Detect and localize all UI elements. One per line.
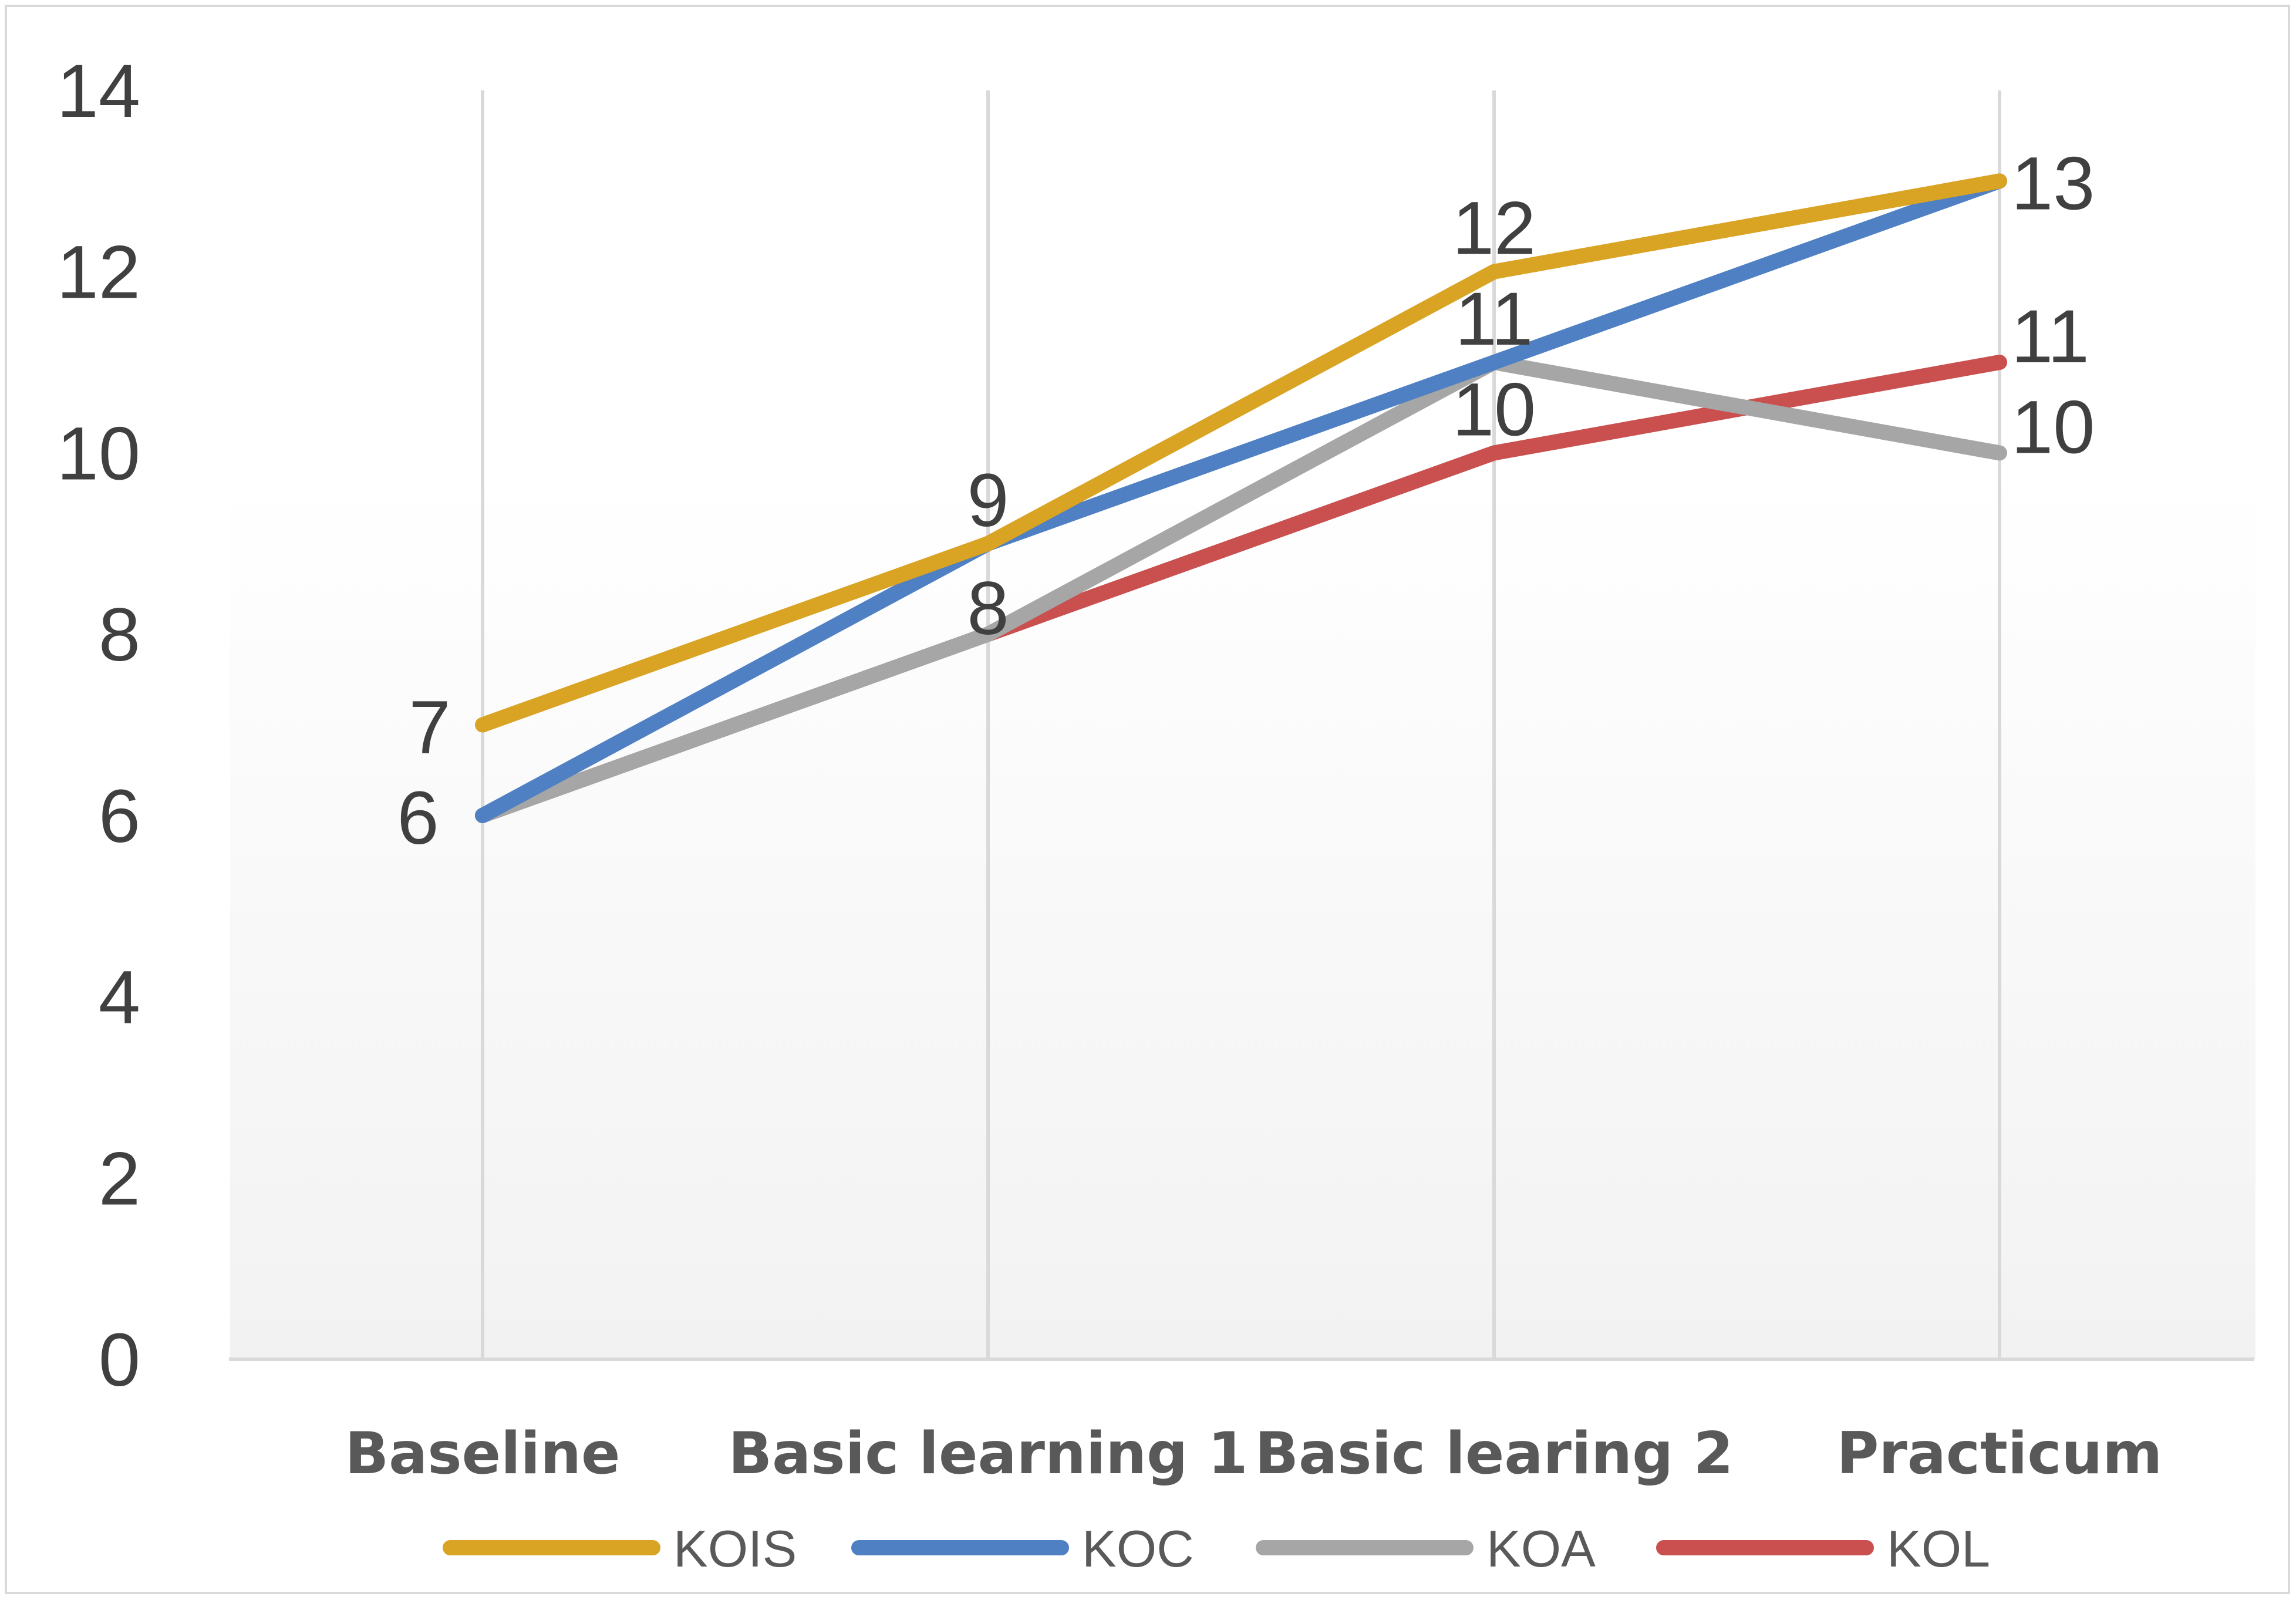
data-label: 10 xyxy=(2011,385,2095,469)
series-lines xyxy=(475,173,2007,823)
data-label: 10 xyxy=(1452,368,1536,452)
y-tick-label: 8 xyxy=(99,593,140,677)
legend-label: KOL xyxy=(1887,1520,1990,1578)
series-line-kois xyxy=(475,173,2007,733)
data-label: 8 xyxy=(967,567,1009,651)
legend-item-kol: KOL xyxy=(1656,1520,1990,1578)
x-tick-label: Practicum xyxy=(1837,1420,2163,1487)
legend-label: KOIS xyxy=(673,1520,797,1578)
y-axis-tick-labels: 0 2 4 6 8 10 12 14 xyxy=(57,49,140,1402)
y-tick-label: 0 xyxy=(99,1318,140,1402)
legend: KOIS KOC KOA KOL xyxy=(443,1520,1990,1578)
legend-item-koc: KOC xyxy=(851,1520,1194,1578)
data-label: 11 xyxy=(1455,277,1533,361)
series-line-koc xyxy=(475,173,2007,823)
y-tick-label: 10 xyxy=(57,412,140,496)
y-tick-label: 2 xyxy=(99,1137,140,1221)
data-label: 13 xyxy=(2011,142,2095,225)
chart-frame: 0 2 4 6 8 10 12 14 Baseline Basic learning 1 Basi… xyxy=(5,5,2290,1594)
x-axis-tick-labels: Baseline Basic learning 1 Basic learing 2 P… xyxy=(345,1420,2162,1487)
legend-item-koa: KOA xyxy=(1256,1520,1596,1578)
y-tick-label: 12 xyxy=(57,231,140,315)
data-label: 9 xyxy=(967,459,1009,543)
plot-area xyxy=(230,477,2255,1359)
series-line-koa xyxy=(475,355,2007,823)
y-tick-label: 6 xyxy=(99,774,140,858)
x-tick-label: Basic learing 2 xyxy=(1255,1420,1733,1487)
legend-item-kois: KOIS xyxy=(443,1520,797,1578)
x-tick-label: Basic learning 1 xyxy=(728,1420,1248,1487)
data-label: 6 xyxy=(397,776,439,860)
x-tick-label: Baseline xyxy=(345,1420,620,1487)
legend-label: KOC xyxy=(1082,1520,1194,1578)
line-chart: 0 2 4 6 8 10 12 14 Baseline Basic learning 1 Basi… xyxy=(57,49,2255,1578)
data-label: 11 xyxy=(2011,295,2089,379)
y-tick-label: 4 xyxy=(99,956,140,1040)
legend-label: KOA xyxy=(1486,1520,1596,1578)
data-label: 7 xyxy=(409,686,450,770)
y-tick-label: 14 xyxy=(57,49,140,133)
data-label: 12 xyxy=(1452,187,1536,271)
